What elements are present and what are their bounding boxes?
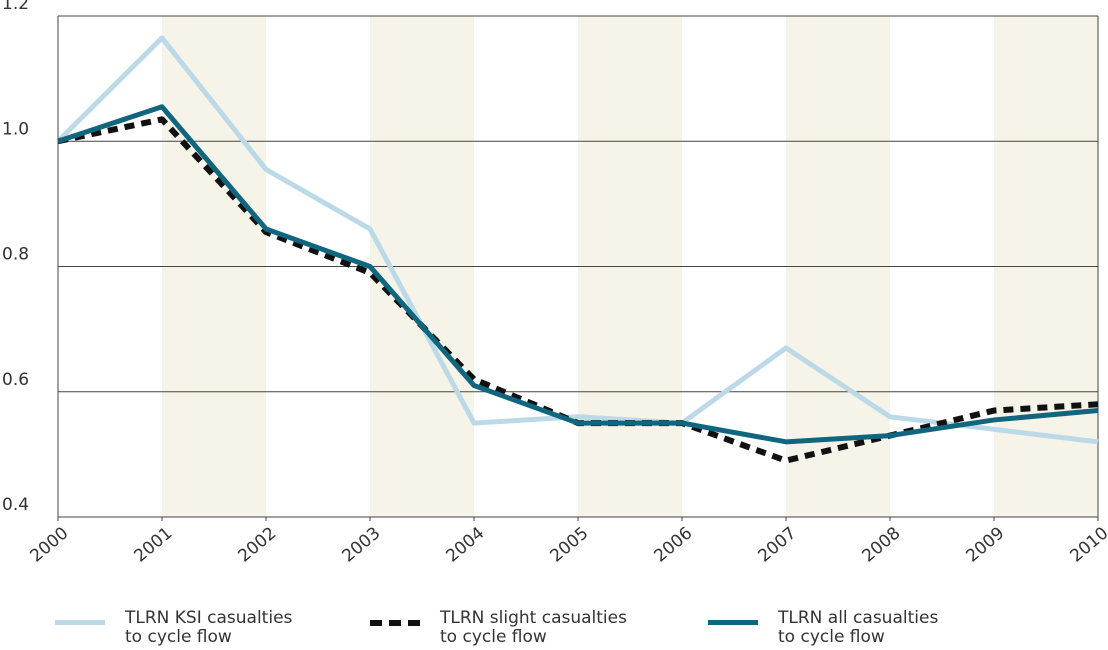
x-tick-label: 2005: [546, 523, 592, 566]
y-tick-label: 0.6: [2, 370, 29, 390]
x-tick-label: 2003: [338, 523, 384, 566]
x-tick-label: 2010: [1066, 523, 1108, 566]
legend-swatch: [708, 620, 758, 625]
x-tick-label: 2006: [650, 523, 696, 566]
legend-item: TLRN all casualties to cycle flow: [708, 609, 938, 647]
legend-label: TLRN KSI casualties to cycle flow: [125, 608, 293, 647]
y-tick-label: 1.2: [2, 0, 29, 14]
x-tick-label: 2001: [130, 523, 176, 566]
x-tick-label: 2004: [442, 523, 488, 566]
legend-item: TLRN KSI casualties to cycle flow: [55, 609, 292, 647]
y-tick-label: 0.8: [2, 245, 29, 265]
series-line: [57, 104, 1099, 445]
legend-swatch: [370, 620, 420, 626]
legend-label: TLRN all casualties to cycle flow: [778, 608, 939, 647]
grid: [57, 15, 1099, 521]
x-tick-label: 2007: [754, 523, 800, 566]
legend-item: TLRN slight casualties to cycle flow: [370, 609, 627, 647]
series-line: [56, 35, 1099, 445]
legend-label: TLRN slight casualties to cycle flow: [440, 608, 627, 647]
chart: 0.4 0.6 0.8 1.0 1.2 2000 2001 2002 2003 2004 2005 2…: [2, 0, 1108, 566]
x-tick-label: 2009: [962, 523, 1008, 566]
x-tick-label: 2000: [26, 523, 72, 566]
y-tick-label: 0.4: [2, 495, 29, 515]
y-tick-label: 1.0: [2, 119, 29, 139]
legend-swatch: [55, 620, 105, 625]
x-tick-label: 2002: [234, 523, 280, 566]
x-tick-label: 2008: [858, 523, 904, 566]
lines: [56, 35, 1099, 464]
